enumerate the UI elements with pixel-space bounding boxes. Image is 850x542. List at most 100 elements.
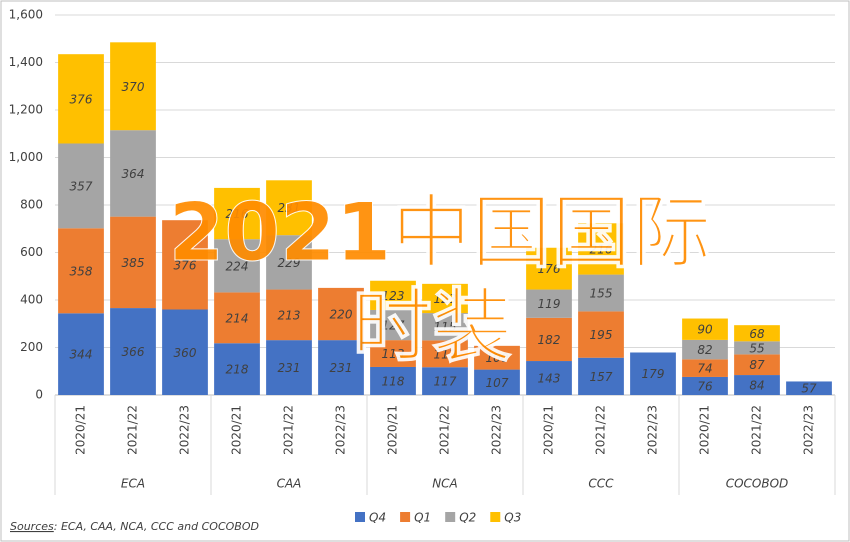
data-label: 68 bbox=[749, 327, 765, 341]
data-label: 113 bbox=[434, 347, 457, 361]
y-tick-label: 200 bbox=[20, 340, 43, 354]
bar-segment bbox=[318, 340, 364, 395]
group-label: COCOBOD bbox=[726, 477, 789, 491]
x-tick-label: 2022/23 bbox=[178, 405, 192, 455]
bar-segment bbox=[58, 54, 104, 144]
legend-swatch bbox=[400, 512, 411, 522]
annotation: 时装 bbox=[352, 280, 512, 373]
x-tick-label: 2020/21 bbox=[74, 405, 88, 455]
bar-segment bbox=[214, 292, 260, 344]
x-tick-label: 2022/23 bbox=[490, 405, 504, 455]
data-label: 57 bbox=[801, 382, 817, 396]
data-label: 127 bbox=[382, 319, 405, 333]
data-label: 157 bbox=[590, 370, 613, 384]
bar-segment bbox=[266, 235, 312, 290]
data-label: 107 bbox=[486, 376, 509, 390]
x-tick-label: 2020/21 bbox=[386, 405, 400, 455]
data-label: 87 bbox=[749, 358, 765, 372]
bar-segment bbox=[370, 340, 416, 367]
data-label: 74 bbox=[697, 362, 712, 376]
data-label: 90 bbox=[697, 323, 713, 337]
bar-segment bbox=[110, 42, 156, 131]
data-label: 360 bbox=[174, 346, 197, 360]
data-label: 155 bbox=[590, 286, 613, 300]
bar-segment bbox=[214, 239, 260, 293]
bar-segment bbox=[682, 359, 728, 377]
data-label: 118 bbox=[382, 374, 405, 388]
bar-segment bbox=[422, 283, 468, 314]
legend-swatch bbox=[490, 512, 501, 522]
bar-segment bbox=[630, 352, 676, 395]
bar-segment bbox=[578, 357, 624, 395]
legend-label: Q2 bbox=[459, 511, 476, 525]
data-label: 376 bbox=[70, 92, 93, 106]
data-label: 117 bbox=[434, 375, 457, 389]
x-tick-label: 2021/22 bbox=[438, 405, 452, 455]
x-tick-label: 2020/21 bbox=[698, 405, 712, 455]
data-label: 218 bbox=[226, 363, 249, 377]
data-label: 119 bbox=[538, 297, 561, 311]
data-label: 370 bbox=[122, 80, 145, 94]
bar-segment bbox=[370, 309, 416, 341]
bar-segment bbox=[266, 289, 312, 341]
bar-segment bbox=[422, 367, 468, 395]
data-label: 195 bbox=[590, 328, 613, 342]
y-tick-label: 1,000 bbox=[9, 150, 43, 164]
data-label: 179 bbox=[642, 367, 665, 381]
source-label: Sources bbox=[10, 520, 54, 533]
data-label: 344 bbox=[70, 348, 93, 362]
data-label: 220 bbox=[330, 308, 353, 322]
y-tick-label: 0 bbox=[35, 388, 43, 402]
data-label: 123 bbox=[434, 292, 457, 306]
bar-segment bbox=[214, 343, 260, 395]
legend-label: Q4 bbox=[369, 511, 386, 525]
data-label: 76 bbox=[697, 379, 713, 393]
group-label: ECA bbox=[121, 477, 145, 491]
data-label: 364 bbox=[122, 167, 145, 181]
bar-segment bbox=[734, 375, 780, 395]
data-label: 231 bbox=[330, 361, 353, 375]
x-tick-label: 2022/23 bbox=[802, 405, 816, 455]
legend-swatch bbox=[355, 512, 365, 522]
bar-segment bbox=[474, 345, 520, 370]
bar-segment bbox=[578, 223, 624, 275]
bar-segment bbox=[370, 366, 416, 395]
x-tick-label: 2022/23 bbox=[646, 405, 660, 455]
x-tick-label: 2020/21 bbox=[230, 405, 244, 455]
data-label: 385 bbox=[122, 256, 145, 270]
data-label: 214 bbox=[226, 311, 249, 325]
bar-segment bbox=[162, 309, 208, 395]
source: : ECA, CAA, NCA, CCC and COCOBOD bbox=[54, 520, 259, 533]
bar-segment bbox=[422, 313, 468, 341]
bar-segment bbox=[682, 339, 728, 360]
group-label: CCC bbox=[588, 477, 614, 491]
x-tick-label: 2021/22 bbox=[126, 405, 140, 455]
data-label: 84 bbox=[749, 379, 764, 393]
data-label: 100 bbox=[486, 351, 509, 365]
x-tick-label: 2021/22 bbox=[594, 405, 608, 455]
y-tick-label: 400 bbox=[20, 293, 43, 307]
y-tick-label: 1,200 bbox=[9, 103, 43, 117]
bar-segment bbox=[214, 187, 260, 240]
bar-segment bbox=[58, 313, 104, 395]
data-label: 216 bbox=[590, 242, 613, 256]
y-tick-label: 1,600 bbox=[9, 8, 43, 22]
bar-segment bbox=[422, 340, 468, 368]
legend-label: Q1 bbox=[414, 511, 431, 525]
y-tick-label: 1,400 bbox=[9, 55, 43, 69]
x-tick-label: 2022/23 bbox=[334, 405, 348, 455]
data-label: 231 bbox=[278, 201, 301, 215]
bar-segment bbox=[110, 130, 156, 217]
bar-segment bbox=[734, 354, 780, 376]
bar-segment bbox=[734, 341, 780, 355]
data-label: 358 bbox=[70, 264, 93, 278]
x-tick-label: 2021/22 bbox=[282, 405, 296, 455]
data-label: 182 bbox=[538, 333, 561, 347]
data-label: 123 bbox=[382, 289, 405, 303]
y-tick-label: 600 bbox=[20, 245, 43, 259]
data-label: 224 bbox=[226, 259, 249, 273]
data-label: 115 bbox=[434, 320, 457, 334]
bar-segment bbox=[734, 325, 780, 342]
data-label: 176 bbox=[538, 262, 561, 276]
